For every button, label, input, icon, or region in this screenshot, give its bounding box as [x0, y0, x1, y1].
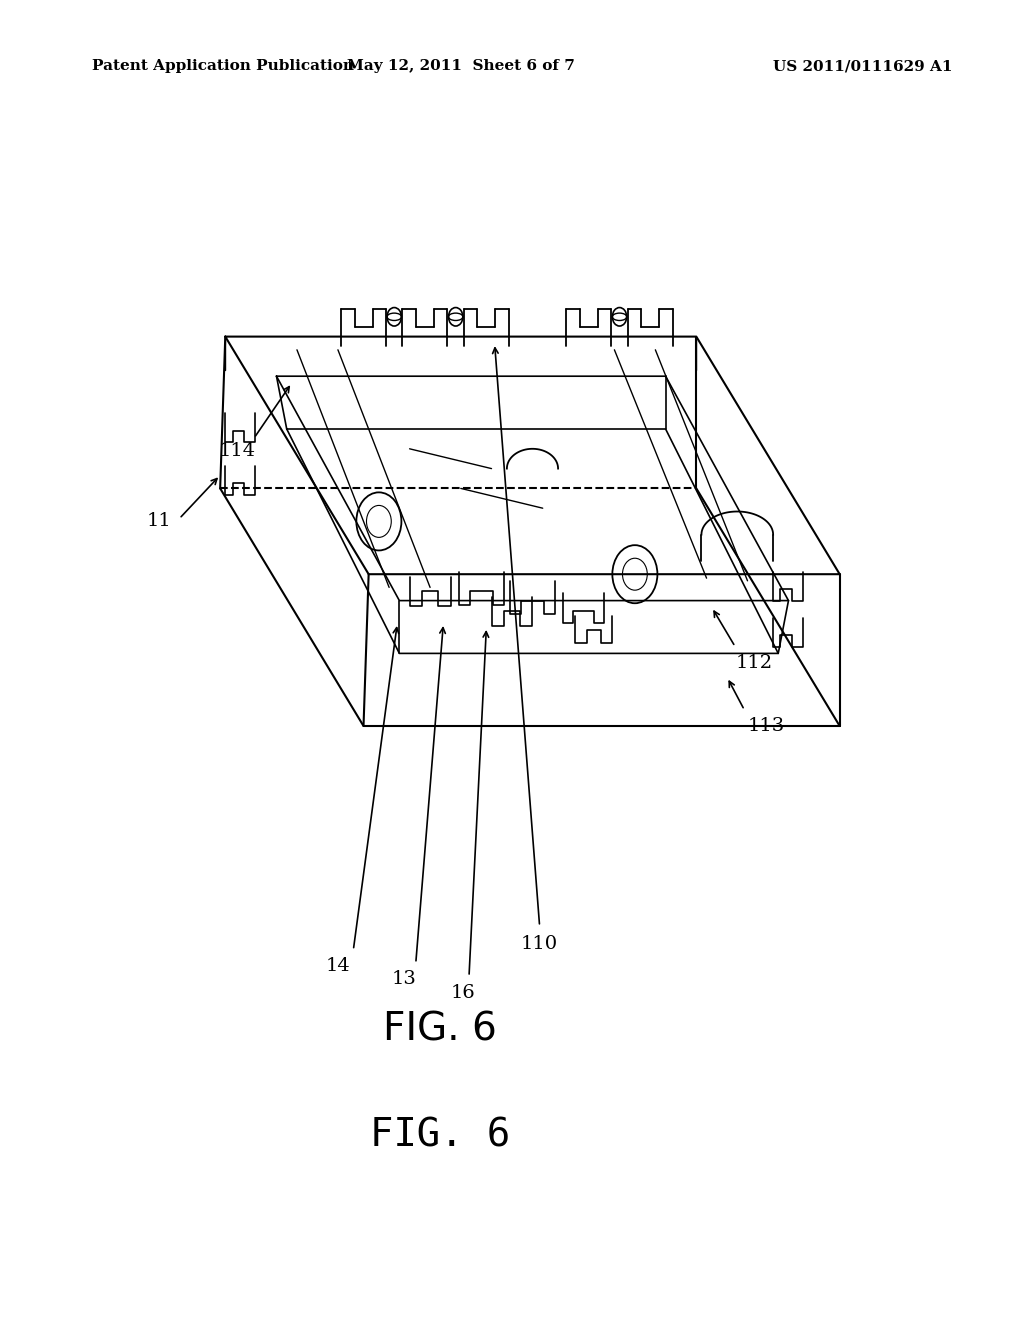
Text: 14: 14: [326, 957, 350, 975]
Text: May 12, 2011  Sheet 6 of 7: May 12, 2011 Sheet 6 of 7: [347, 59, 574, 74]
Text: US 2011/0111629 A1: US 2011/0111629 A1: [773, 59, 952, 74]
Text: 16: 16: [451, 983, 475, 1002]
Text: Patent Application Publication: Patent Application Publication: [92, 59, 354, 74]
Text: 13: 13: [392, 970, 417, 989]
Text: 11: 11: [146, 512, 171, 531]
Text: 114: 114: [219, 442, 256, 461]
Text: FIG. 6: FIG. 6: [371, 1117, 510, 1154]
Text: FIG. 6: FIG. 6: [383, 1011, 498, 1048]
Text: 110: 110: [521, 935, 558, 953]
Text: 113: 113: [748, 717, 784, 735]
Text: 112: 112: [735, 653, 772, 672]
